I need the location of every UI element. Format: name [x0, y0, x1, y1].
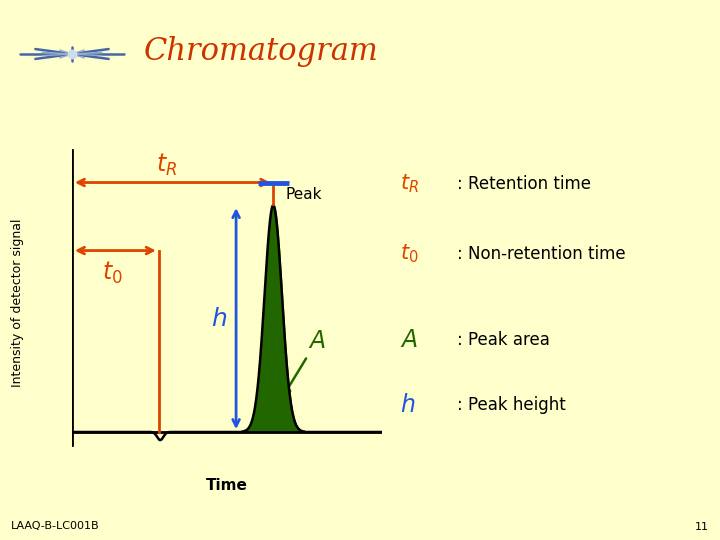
Text: : Non-retention time: : Non-retention time	[457, 245, 626, 263]
Text: $t_0$: $t_0$	[102, 260, 122, 286]
Text: 11: 11	[696, 522, 709, 531]
Text: : Retention time: : Retention time	[457, 174, 591, 193]
Text: Chromatogram: Chromatogram	[144, 36, 379, 68]
Text: $h$: $h$	[211, 307, 227, 330]
Text: $t_0$: $t_0$	[400, 242, 418, 265]
Text: LAAQ-B-LC001B: LAAQ-B-LC001B	[11, 522, 99, 531]
Text: Peak: Peak	[286, 187, 322, 202]
Text: $t_R$: $t_R$	[156, 152, 177, 178]
Text: Intensity of detector signal: Intensity of detector signal	[12, 218, 24, 387]
Text: $t_R$: $t_R$	[400, 172, 418, 195]
Text: $h$: $h$	[400, 393, 415, 417]
Text: $A$: $A$	[400, 328, 418, 352]
Text: : Peak area: : Peak area	[457, 331, 550, 349]
Text: : Peak height: : Peak height	[457, 396, 566, 414]
Text: Time: Time	[206, 478, 248, 494]
Text: $A$: $A$	[284, 329, 325, 395]
